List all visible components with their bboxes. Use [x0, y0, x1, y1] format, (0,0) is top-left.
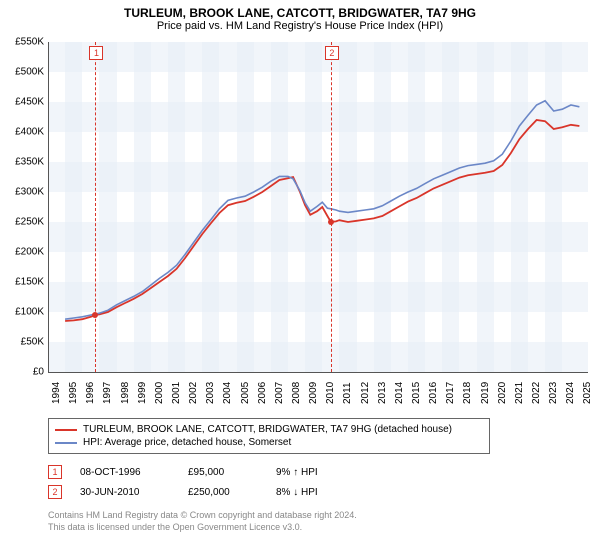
x-tick-label: 2009	[308, 382, 319, 404]
x-tick-label: 2006	[257, 382, 268, 404]
event-table: 1 08-OCT-1996 £95,000 9% ↑ HPI 2 30-JUN-2010 £…	[48, 462, 366, 502]
event-date: 30-JUN-2010	[80, 487, 170, 498]
x-tick-label: 2010	[325, 382, 336, 404]
legend-item: TURLEUM, BROOK LANE, CATCOTT, BRIDGWATER…	[55, 423, 483, 436]
x-tick-label: 2023	[548, 382, 559, 404]
x-tick-label: 2013	[377, 382, 388, 404]
marker-dot	[328, 219, 334, 225]
x-tick-label: 1996	[85, 382, 96, 404]
chart-title: TURLEUM, BROOK LANE, CATCOTT, BRIDGWATER…	[0, 0, 600, 20]
x-tick-label: 2018	[462, 382, 473, 404]
marker-line	[95, 42, 96, 372]
chart-subtitle: Price paid vs. HM Land Registry's House …	[0, 20, 600, 36]
x-tick-label: 2025	[582, 382, 593, 404]
x-tick-label: 2004	[222, 382, 233, 404]
y-tick-label: £200K	[4, 247, 44, 258]
chart-lines	[48, 42, 588, 372]
x-axis	[48, 372, 588, 373]
event-pct: 8% ↓ HPI	[276, 487, 366, 498]
x-tick-label: 2022	[531, 382, 542, 404]
event-marker-box: 2	[48, 485, 62, 499]
x-tick-label: 2008	[291, 382, 302, 404]
x-tick-label: 2007	[274, 382, 285, 404]
chart-legend: TURLEUM, BROOK LANE, CATCOTT, BRIDGWATER…	[48, 418, 490, 454]
y-tick-label: £250K	[4, 217, 44, 228]
marker-label: 1	[89, 46, 103, 60]
x-tick-label: 2012	[360, 382, 371, 404]
legend-label: TURLEUM, BROOK LANE, CATCOTT, BRIDGWATER…	[83, 424, 452, 435]
x-tick-label: 2001	[171, 382, 182, 404]
x-tick-label: 1994	[51, 382, 62, 404]
y-tick-label: £500K	[4, 67, 44, 78]
y-tick-label: £100K	[4, 307, 44, 318]
credit-line: Contains HM Land Registry data © Crown c…	[48, 510, 357, 522]
y-tick-label: £50K	[4, 337, 44, 348]
event-row: 1 08-OCT-1996 £95,000 9% ↑ HPI	[48, 462, 366, 482]
x-tick-label: 1999	[137, 382, 148, 404]
credit-text: Contains HM Land Registry data © Crown c…	[48, 510, 357, 533]
x-tick-label: 2005	[240, 382, 251, 404]
event-price: £95,000	[188, 467, 258, 478]
x-tick-label: 2021	[514, 382, 525, 404]
x-tick-label: 2002	[188, 382, 199, 404]
y-tick-label: £150K	[4, 277, 44, 288]
x-tick-label: 2017	[445, 382, 456, 404]
event-date: 08-OCT-1996	[80, 467, 170, 478]
y-tick-label: £350K	[4, 157, 44, 168]
legend-label: HPI: Average price, detached house, Some…	[83, 437, 291, 448]
x-tick-label: 2015	[411, 382, 422, 404]
event-row: 2 30-JUN-2010 £250,000 8% ↓ HPI	[48, 482, 366, 502]
x-tick-label: 1995	[68, 382, 79, 404]
x-tick-label: 1998	[120, 382, 131, 404]
x-tick-label: 2000	[154, 382, 165, 404]
series-hpi	[65, 101, 579, 319]
chart-plot-area: £0£50K£100K£150K£200K£250K£300K£350K£400…	[48, 42, 588, 372]
marker-label: 2	[325, 46, 339, 60]
marker-line	[331, 42, 332, 372]
x-tick-label: 2011	[342, 382, 353, 404]
y-tick-label: £400K	[4, 127, 44, 138]
event-pct: 9% ↑ HPI	[276, 467, 366, 478]
event-price: £250,000	[188, 487, 258, 498]
y-tick-label: £0	[4, 367, 44, 378]
x-tick-label: 2014	[394, 382, 405, 404]
x-tick-label: 2016	[428, 382, 439, 404]
x-tick-label: 2020	[497, 382, 508, 404]
legend-swatch	[55, 442, 77, 444]
y-tick-label: £550K	[4, 37, 44, 48]
x-tick-label: 1997	[102, 382, 113, 404]
credit-line: This data is licensed under the Open Gov…	[48, 522, 357, 534]
event-marker-box: 1	[48, 465, 62, 479]
x-tick-label: 2024	[565, 382, 576, 404]
x-tick-label: 2019	[480, 382, 491, 404]
y-tick-label: £300K	[4, 187, 44, 198]
legend-item: HPI: Average price, detached house, Some…	[55, 436, 483, 449]
y-tick-label: £450K	[4, 97, 44, 108]
legend-swatch	[55, 429, 77, 431]
x-tick-label: 2003	[205, 382, 216, 404]
